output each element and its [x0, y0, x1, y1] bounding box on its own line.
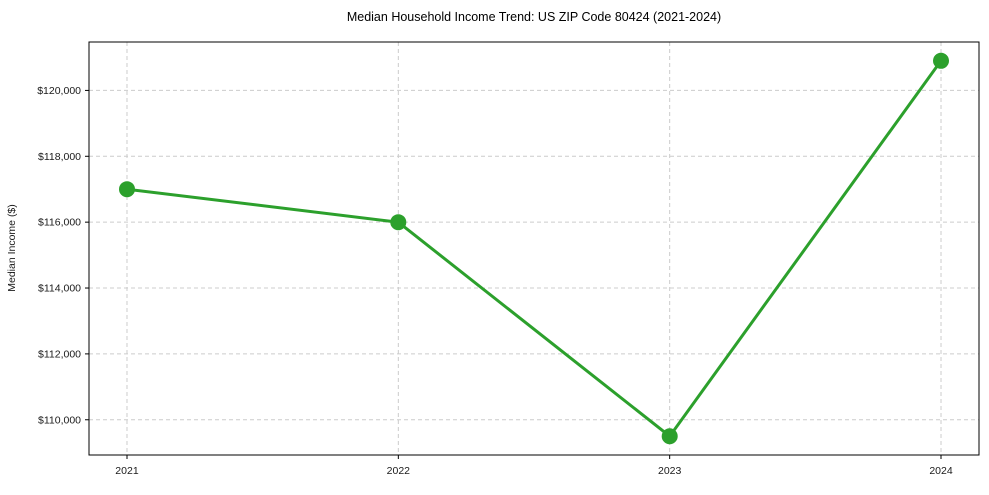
- income-trend-line: [125, 59, 943, 439]
- gridlines: [89, 42, 979, 455]
- y-axis-label: Median Income ($): [6, 204, 18, 292]
- y-tick-label: $110,000: [38, 414, 81, 426]
- data-point-2022: [390, 214, 407, 231]
- y-tick-label: $112,000: [38, 348, 81, 360]
- income-line-series: [119, 52, 949, 445]
- data-point-2024: [933, 52, 949, 69]
- y-tick-label: $120,000: [37, 85, 81, 97]
- x-tick-label: 2023: [658, 465, 682, 477]
- axis-ticks-and-labels: $110,000 $112,000 $114,000 $116,000 $118,000…: [37, 85, 953, 477]
- y-tick-label: $114,000: [38, 283, 81, 295]
- x-tick-label: 2022: [387, 465, 411, 477]
- data-point-2023: [661, 428, 678, 445]
- x-tick-label: 2021: [115, 465, 139, 477]
- x-tick-label: 2024: [929, 465, 953, 477]
- chart-title: Median Household Income Trend: US ZIP Co…: [347, 10, 721, 24]
- y-tick-label: $118,000: [38, 151, 81, 163]
- data-point-2021: [119, 181, 135, 198]
- plot-border: [88, 41, 980, 456]
- y-tick-label: $116,000: [38, 217, 81, 229]
